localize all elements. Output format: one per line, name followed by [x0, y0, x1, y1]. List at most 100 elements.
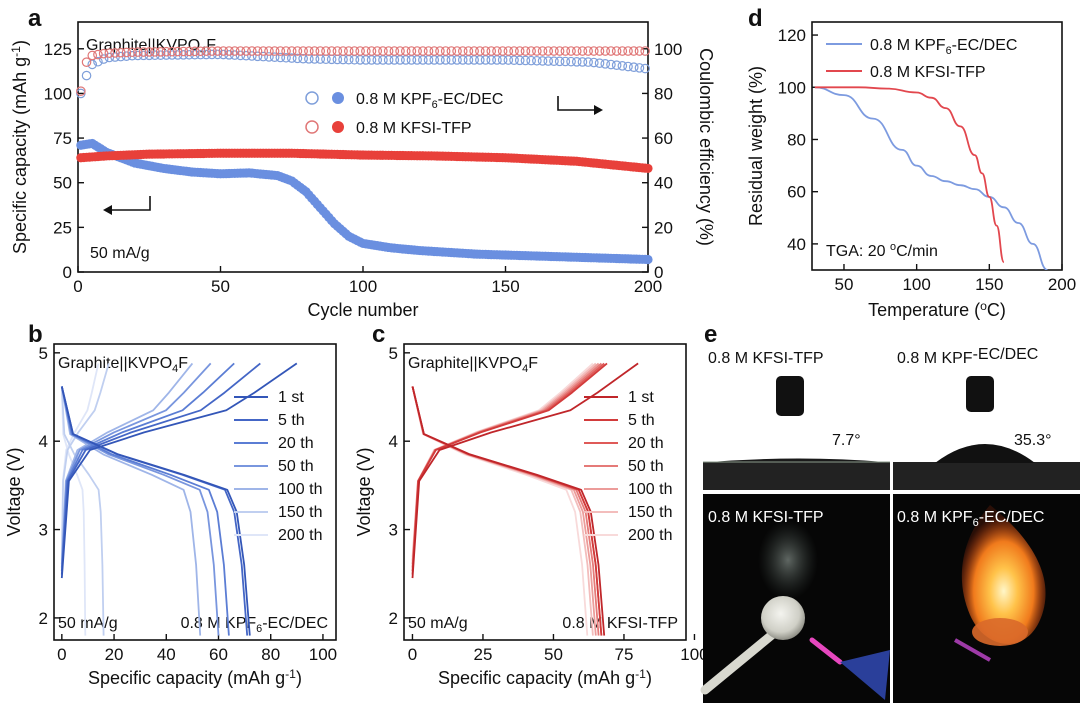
ce-point [326, 46, 337, 56]
burning-sample [972, 618, 1028, 646]
legend-a: 0.8 M KPF6-EC/DEC 0.8 M KFSI-TFP [305, 91, 503, 137]
curves-d [814, 86, 1048, 270]
ce-point [634, 63, 645, 73]
ce-point [532, 46, 542, 56]
ce-point [133, 47, 143, 57]
ce-point [332, 46, 343, 56]
ce-point [87, 50, 98, 61]
rate-label-a: 50 mA/g [90, 245, 150, 262]
ce-point [606, 59, 616, 70]
ce-point [520, 46, 531, 56]
plot-frame-b [53, 343, 337, 641]
ce-point [247, 51, 257, 61]
ce-point [452, 46, 462, 56]
ce-point [514, 55, 525, 66]
y-axis-label-c: Voltage (V) [354, 447, 374, 536]
capacity-markers-a [76, 138, 653, 265]
discharge-curve-c [411, 386, 606, 636]
glass-fiber-ball [761, 596, 805, 640]
discharge-curve-b [60, 386, 87, 636]
y-tick-label-a: 25 [53, 218, 72, 237]
ce-point [560, 46, 571, 56]
y2-axis-label-a: Coulombic efficiency (%) [696, 48, 716, 246]
needle-left [776, 376, 804, 416]
x-tick-label-b: 60 [209, 645, 228, 664]
panel-label-e: e [704, 321, 717, 348]
capacity-point [643, 254, 653, 265]
x-tick-label-d: 50 [835, 275, 854, 294]
ce-point [577, 46, 588, 56]
ce-point [184, 46, 194, 57]
ce-point [549, 46, 559, 56]
y-tick-label-a: 0 [63, 263, 72, 282]
angle-left: 7.7° [832, 432, 861, 449]
ce-point [514, 46, 525, 56]
ce-point [435, 46, 445, 56]
ce-point [167, 46, 177, 57]
x-tick-label-b: 20 [105, 645, 124, 664]
x-axis-label-a: Cycle number [307, 300, 418, 320]
ce-point [298, 46, 308, 56]
angle-right: 35.3° [1014, 432, 1052, 449]
legend-entry-d: 0.8 M KPF6-EC/DEC [870, 37, 1017, 57]
ce-point [532, 55, 542, 66]
discharge-curve-b [60, 386, 105, 636]
ce-point [218, 46, 229, 56]
ce-point [440, 46, 451, 56]
ce-point [486, 46, 497, 56]
ce-point [258, 46, 269, 56]
chart-c-voltage-profiles: 0 25 50 75 100 2 3 4 5 Specific capacity (mAh g-1… [354, 343, 709, 688]
x-tick-label-d: 200 [1048, 275, 1076, 294]
ce-point [406, 46, 417, 56]
ce-point [623, 61, 633, 72]
rate-label-b: 50 mA/g [58, 615, 118, 632]
y-tick-label-a: 50 [53, 174, 72, 193]
ce-point [589, 46, 599, 56]
ce-point [526, 46, 536, 56]
ce-point [361, 46, 371, 56]
legend-entry-c: 50 th [628, 458, 664, 475]
ce-point [201, 46, 212, 57]
ce-point [446, 46, 457, 56]
y-tick-label-d: 60 [787, 183, 806, 202]
y2-tick-label-a: 40 [654, 174, 673, 193]
charge-curve-b [60, 363, 110, 561]
ce-point [121, 47, 132, 58]
legend-entry-b: 5 th [278, 412, 305, 429]
ce-point [264, 52, 274, 62]
ce-point [275, 52, 286, 63]
electrolyte-label-c: 0.8 M KFSI-TFP [562, 615, 678, 632]
ce-point [469, 46, 479, 56]
ce-point [138, 47, 149, 57]
ce-point [628, 46, 639, 56]
x-tick-label-c: 25 [473, 645, 492, 664]
y-tick-label-c: 4 [389, 432, 398, 451]
y-tick-label-d: 100 [778, 78, 806, 97]
inset-label-b: Graphite||KVPO4F [58, 355, 188, 375]
x-tick-label-d: 150 [975, 275, 1003, 294]
panel-label-c: c [372, 321, 385, 348]
ce-point [571, 46, 582, 56]
y-tick-label-c: 3 [389, 521, 398, 540]
legend-entry-c: 100 th [628, 481, 672, 498]
y-tick-label-b: 3 [39, 521, 48, 540]
ce-point [144, 47, 155, 57]
ce-point [503, 55, 514, 65]
ce-point [127, 47, 137, 58]
x-tick-label-c: 0 [408, 645, 417, 664]
x-tick-label-b: 80 [261, 645, 280, 664]
charge-curve-b [60, 362, 298, 579]
ce-point [178, 46, 189, 57]
y-tick-label-d: 80 [787, 130, 806, 149]
ce-point [537, 46, 548, 56]
ce-point [241, 46, 251, 56]
y-tick-label-b: 4 [39, 432, 48, 451]
ce-point [400, 46, 411, 56]
legend-entry-a: 0.8 M KPF6-EC/DEC [356, 91, 503, 111]
legend-entry-b: 20 th [278, 435, 314, 452]
ce-point [634, 46, 645, 56]
y-tick-label-c: 2 [389, 609, 398, 628]
panel-e-photos: 0.8 M KFSI-TFP 7.7° 0.8 M KPF-EC/DEC 35.… [700, 344, 1080, 703]
ce-point [537, 56, 548, 66]
ce-point [594, 46, 605, 56]
